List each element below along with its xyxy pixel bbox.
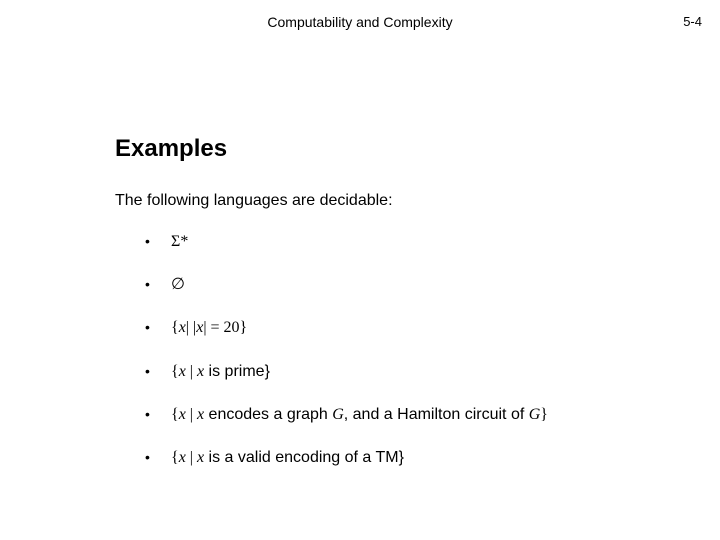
var-x: x — [179, 449, 186, 466]
var-G: G — [332, 406, 344, 423]
bullet-icon: • — [145, 276, 171, 293]
bars: | | — [186, 319, 196, 336]
list-item: • {x| |x| = 20} — [145, 318, 685, 337]
tail: is prime} — [204, 363, 270, 380]
brace-close: } — [540, 406, 548, 423]
item-len20: {x| |x| = 20} — [171, 318, 685, 337]
brace-open: { — [171, 319, 179, 336]
item-empty-set: ∅ — [171, 275, 685, 294]
list-item: • {x | x encodes a graph G, and a Hamilt… — [145, 405, 685, 424]
bar: | — [186, 449, 197, 466]
bullet-icon: • — [145, 449, 171, 466]
slide-header: Computability and Complexity — [0, 14, 720, 30]
text: , and a Hamilton circuit of — [344, 406, 529, 423]
bullet-icon: • — [145, 233, 171, 250]
list-item: • {x | x is a valid encoding of a TM} — [145, 448, 685, 467]
item-hamilton: {x | x encodes a graph G, and a Hamilton… — [171, 405, 685, 424]
var-x: x — [179, 406, 186, 423]
var-x: x — [179, 363, 186, 380]
list-item: • Σ* — [145, 232, 685, 251]
brace-open: { — [171, 363, 179, 380]
bullet-list: • Σ* • ∅ • {x| |x| = 20} • {x | x is pri… — [145, 232, 685, 491]
item-tm: {x | x is a valid encoding of a TM} — [171, 448, 685, 467]
tail: is a valid encoding of a TM} — [204, 449, 404, 466]
bullet-icon: • — [145, 319, 171, 336]
item-prime: {x | x is prime} — [171, 362, 685, 381]
bar: | — [186, 406, 197, 423]
list-item: • ∅ — [145, 275, 685, 294]
lead-text: The following languages are decidable: — [115, 192, 393, 210]
bullet-icon: • — [145, 406, 171, 423]
tail: = 20} — [207, 319, 248, 336]
brace-open: { — [171, 406, 179, 423]
var-x: x — [179, 319, 186, 336]
brace-open: { — [171, 449, 179, 466]
item-sigma-star: Σ* — [171, 232, 685, 251]
text: encodes a graph — [204, 406, 332, 423]
slide: Computability and Complexity 5-4 Example… — [0, 0, 720, 540]
list-item: • {x | x is prime} — [145, 362, 685, 381]
slide-title: Examples — [115, 135, 227, 163]
bullet-icon: • — [145, 363, 171, 380]
var-G: G — [529, 406, 541, 423]
bar: | — [186, 363, 197, 380]
page-number: 5-4 — [683, 14, 702, 29]
